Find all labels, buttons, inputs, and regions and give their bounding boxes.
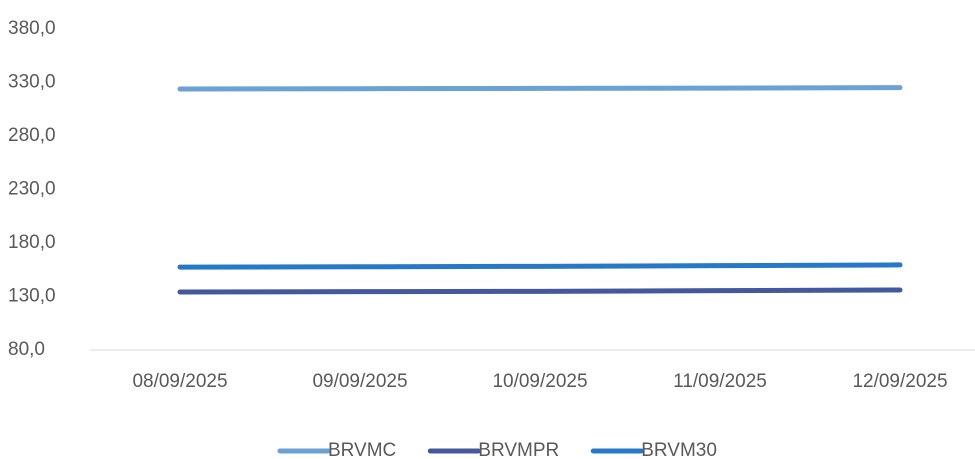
legend-label: BRVM30 (641, 440, 717, 459)
x-tick-label: 11/09/2025 (673, 371, 767, 392)
x-tick-label: 12/09/2025 (852, 371, 947, 392)
x-tick-label: 10/09/2025 (492, 371, 587, 392)
y-tick-label: 180,0 (8, 232, 56, 253)
y-tick-label: 330,0 (8, 72, 56, 93)
x-tick-label: 09/09/2025 (312, 371, 407, 392)
series-line (177, 85, 903, 92)
y-tick-label: 380,0 (8, 18, 56, 39)
legend-label: BRVMC (328, 440, 396, 459)
y-tick-label: 130,0 (8, 286, 56, 307)
y-tick-label: 230,0 (8, 179, 56, 200)
x-tick-label: 08/09/2025 (132, 371, 227, 392)
series-line (177, 262, 903, 270)
series-line (177, 287, 903, 295)
y-tick-label: 280,0 (8, 125, 56, 146)
legend-label: BRVMPR (478, 440, 559, 459)
y-tick-label: 80,0 (8, 339, 45, 360)
